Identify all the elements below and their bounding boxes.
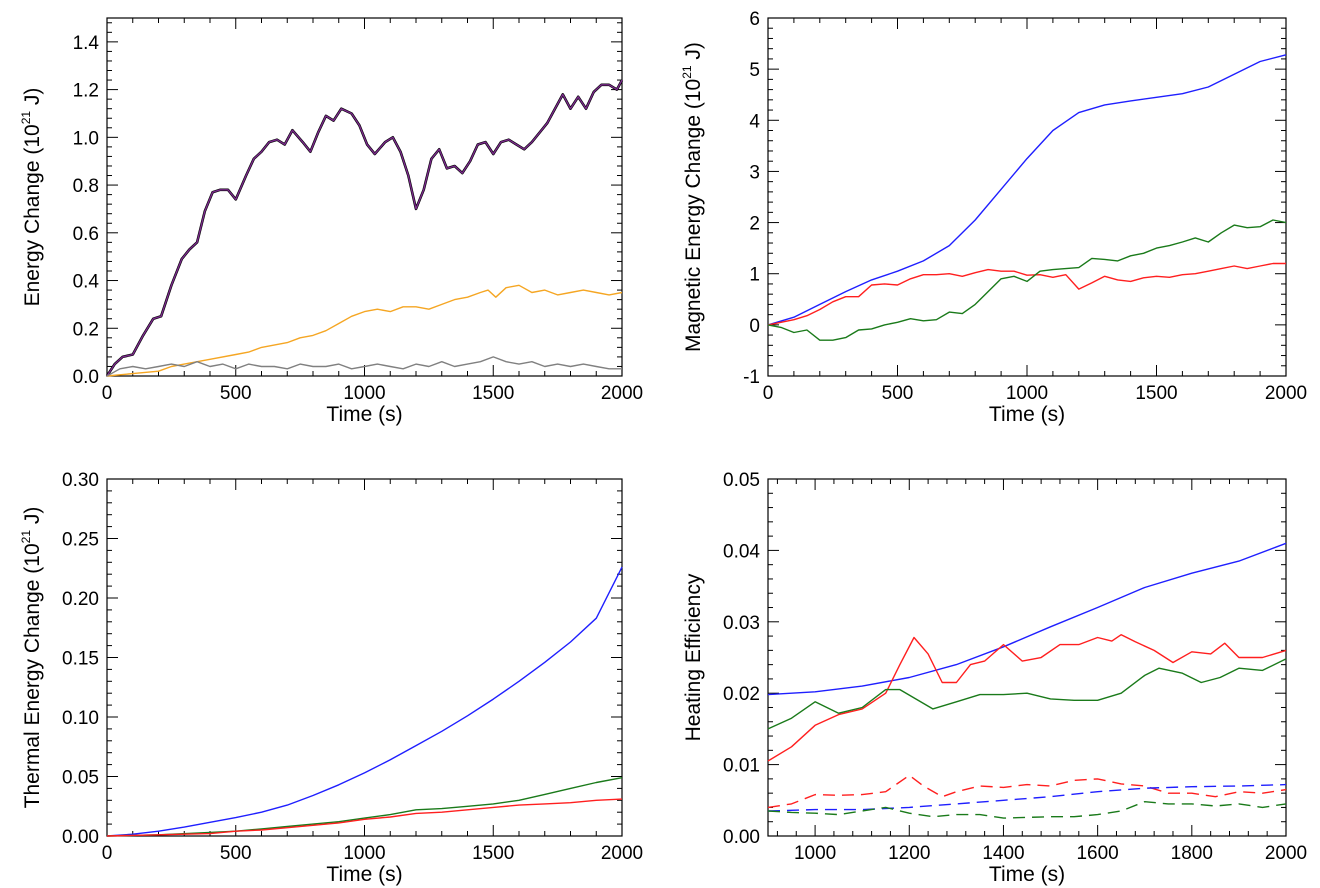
y-axis-label: Heating Efficiency [682, 573, 705, 741]
y-axis-label-main: Thermal Energy Change (10 [21, 543, 44, 808]
y-axis-label-unit: J) [682, 42, 705, 65]
y-tick-label: 0.00 [62, 827, 99, 848]
y-tick-label: 0.20 [62, 589, 99, 610]
series-line-3 [767, 658, 1287, 730]
series-line-3 [767, 219, 1287, 341]
y-tick-label: -1 [743, 367, 760, 388]
series-line-1 [106, 566, 623, 837]
x-tick-label: 1000 [794, 843, 836, 864]
series-line-1 [767, 542, 1287, 696]
x-tick-label: 0 [102, 843, 113, 864]
y-tick-label: 1.0 [73, 128, 99, 149]
y-tick-label: 0.8 [73, 176, 99, 197]
x-tick-label: 0 [102, 383, 113, 404]
y-tick-label: 0.6 [73, 224, 99, 245]
x-axis-label: Time (s) [989, 863, 1065, 886]
x-tick-label: 0 [763, 383, 774, 404]
x-tick-label: 1500 [472, 383, 514, 404]
x-tick-label: 1000 [343, 383, 385, 404]
y-axis-label-exponent: 21 [19, 111, 33, 125]
chart-panel-3: 0.00 0.05 0.10 0.15 0.20 0.25 0.30 0 500 1000 1500… [19, 470, 643, 886]
y-tick-label: 2 [749, 214, 760, 235]
series-line-3 [106, 798, 623, 837]
y-tick-label: 0.30 [62, 470, 99, 491]
series-line-1 [767, 54, 1287, 326]
y-tick-label: 0.15 [62, 649, 99, 670]
y-axis-label-exponent: 21 [19, 530, 33, 544]
x-tick-label: 1800 [1171, 843, 1213, 864]
series-line-4 [106, 356, 622, 377]
y-tick-label: 0.01 [723, 756, 760, 777]
y-tick-label: 4 [749, 111, 760, 132]
y-tick-label: 0.05 [723, 470, 760, 491]
plot-frame [767, 17, 1287, 377]
x-tick-label: 2000 [1265, 383, 1307, 404]
y-tick-label: 0.0 [73, 367, 99, 388]
y-tick-label: 3 [749, 162, 760, 183]
y-axis-label-main: Magnetic Energy Change (10 [682, 79, 705, 352]
x-axis-label: Time (s) [989, 403, 1065, 426]
y-axis-label-exponent: 21 [680, 65, 694, 79]
x-tick-label: 1500 [1135, 383, 1177, 404]
y-axis-label-unit: J) [21, 88, 44, 111]
series-line-6 [767, 801, 1287, 819]
y-axis-label: Thermal Energy Change (1021 J) [19, 507, 44, 809]
x-tick-label: 1000 [343, 843, 385, 864]
y-axis-label-main: Energy Change (10 [21, 124, 44, 306]
x-tick-label: 2000 [601, 843, 643, 864]
y-tick-label: 0.04 [723, 541, 760, 562]
series-line-2 [767, 262, 1286, 326]
y-tick-label: 0.03 [723, 613, 760, 634]
x-axis-label: Time (s) [326, 863, 402, 886]
series-line-4 [767, 774, 1287, 809]
x-tick-label: 500 [220, 383, 252, 404]
series-line-2 [767, 634, 1287, 762]
x-tick-label: 1600 [1076, 843, 1118, 864]
y-axis-label-unit: J) [21, 507, 44, 530]
y-tick-label: 1.4 [73, 33, 100, 54]
y-axis-label-main: Heating Efficiency [682, 573, 705, 741]
y-tick-label: 0.25 [62, 530, 99, 551]
x-tick-label: 1000 [1006, 383, 1048, 404]
chart-panel-4: 0.00 0.01 0.02 0.03 0.04 0.05 1000 1200 1400 1600… [682, 470, 1307, 886]
y-tick-label: 6 [749, 9, 760, 30]
x-tick-label: 1200 [888, 843, 930, 864]
x-tick-label: 2000 [1265, 843, 1307, 864]
series-line-3 [106, 284, 623, 377]
x-tick-label: 500 [220, 843, 252, 864]
y-tick-label: 1 [749, 265, 760, 286]
x-tick-label: 500 [882, 383, 914, 404]
y-tick-label: 0.05 [62, 768, 99, 789]
plot-frame [106, 17, 623, 377]
y-tick-label: 0.02 [723, 684, 760, 705]
plot-frame [767, 478, 1287, 837]
y-axis-label: Energy Change (1021 J) [19, 88, 44, 307]
x-axis-label: Time (s) [326, 403, 402, 426]
y-tick-label: 0.10 [62, 708, 99, 729]
y-tick-label: 0.2 [73, 319, 99, 340]
y-tick-label: 0.4 [73, 272, 100, 293]
series-line-1 [105, 79, 624, 377]
series-line-5 [767, 783, 1287, 812]
y-tick-label: 0.00 [723, 827, 760, 848]
plot-frame [106, 478, 623, 837]
series-line-2 [106, 79, 623, 377]
y-tick-label: 5 [749, 60, 760, 81]
y-axis-label: Magnetic Energy Change (1021 J) [680, 42, 705, 352]
x-tick-label: 1500 [472, 843, 514, 864]
y-tick-label: 1.2 [73, 81, 99, 102]
x-tick-label: 1400 [982, 843, 1024, 864]
x-tick-label: 2000 [601, 383, 643, 404]
y-tick-label: 0 [749, 316, 760, 337]
chart-panel-1: 0.0 0.2 0.4 0.6 0.8 1.0 1.2 1.4 0 500 1000 1500 2000… [19, 17, 643, 426]
